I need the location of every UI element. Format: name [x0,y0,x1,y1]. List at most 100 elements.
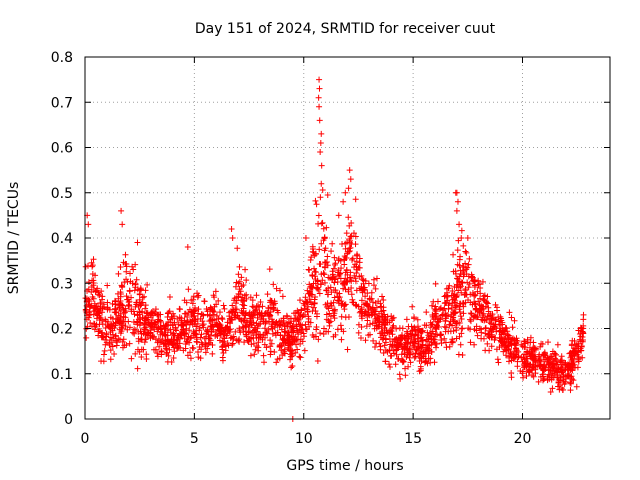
data-point [287,315,294,322]
data-point [496,328,503,335]
data-point [129,263,136,270]
data-point [353,287,360,294]
data-point [115,312,122,319]
data-point [565,373,572,380]
data-point [261,325,268,332]
data-point [419,342,426,349]
data-point [484,340,491,347]
data-point [568,353,575,360]
data-point [126,288,133,295]
data-point [437,316,444,323]
data-point [221,305,228,312]
data-point [133,301,140,308]
data-point [286,340,293,347]
data-point [224,319,231,326]
data-point [445,285,452,292]
data-point [432,280,439,287]
data-point [447,313,454,320]
data-point [184,352,191,359]
data-point [450,268,457,275]
data-point [318,281,325,288]
data-point [410,314,417,321]
data-point [328,300,335,307]
data-point [462,286,469,293]
y-tick-label: 0.8 [51,50,73,66]
data-point [276,344,283,351]
data-point [171,319,178,326]
data-point [312,276,319,283]
data-point [124,296,131,303]
data-point [236,336,243,343]
data-point [349,296,356,303]
data-point [552,352,559,359]
data-point [327,284,334,291]
data-point [255,321,262,328]
data-point [486,347,493,354]
data-point [414,335,421,342]
data-point [500,348,507,355]
data-point [502,342,509,349]
data-point [567,379,574,386]
data-point [463,249,470,256]
data-point [253,292,260,299]
data-point [321,271,328,278]
data-point [448,292,455,299]
data-point [267,304,274,311]
data-point [126,302,133,309]
data-point [421,322,428,329]
data-point [112,301,119,308]
data-point [551,363,558,370]
data-point [457,341,464,348]
data-point [267,312,274,319]
data-point [307,283,314,290]
data-point [579,338,586,345]
data-point [198,331,205,338]
data-point [342,314,349,321]
data-point [281,337,288,344]
data-point [405,363,412,370]
data-point [319,277,326,284]
data-point [575,327,582,334]
data-point [99,296,106,303]
data-point [445,302,452,309]
data-point [504,347,511,354]
data-point [183,338,190,345]
data-point [571,337,578,344]
data-point [449,336,456,343]
data-point [232,283,239,290]
data-point [453,335,460,342]
data-point [365,280,372,287]
data-point [437,331,444,338]
data-point [129,329,136,336]
data-point [573,383,580,390]
data-point [476,280,483,287]
data-point [267,348,274,355]
data-point [329,240,336,247]
data-point [454,281,461,288]
data-point [396,371,403,378]
data-point [312,269,319,276]
data-point [255,339,262,346]
data-point [381,311,388,318]
data-point [288,353,295,360]
data-point [523,348,530,355]
data-point [527,361,534,368]
data-point [333,289,340,296]
data-point [138,354,145,361]
data-point [362,293,369,300]
data-point [107,314,114,321]
data-point [442,339,449,346]
data-point [135,328,142,335]
data-point [316,103,323,110]
data-point [368,289,375,296]
data-point [304,309,311,315]
data-point [346,222,353,229]
data-point [317,194,324,201]
data-point [474,313,481,320]
data-point [497,334,504,341]
data-point [217,322,224,329]
data-point [476,309,483,316]
data-point [441,323,448,330]
data-point [438,337,445,344]
data-point [127,270,134,277]
